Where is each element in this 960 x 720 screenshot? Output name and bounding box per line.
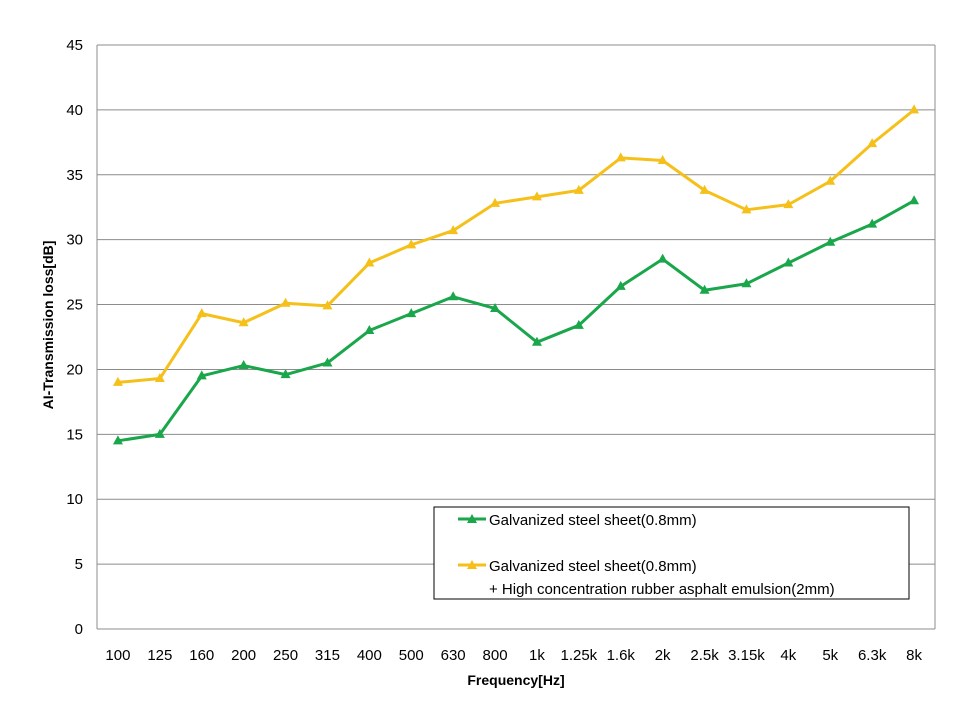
data-point-marker xyxy=(531,336,542,346)
x-tick-label: 800 xyxy=(483,647,508,664)
data-point-marker xyxy=(573,319,584,329)
x-tick-label: 8k xyxy=(906,647,922,664)
data-point-marker xyxy=(364,257,375,267)
legend-label-line2: + High concentration rubber asphalt emul… xyxy=(489,581,835,598)
data-point-marker xyxy=(364,325,375,335)
x-tick-label: 1k xyxy=(529,647,545,664)
data-point-marker xyxy=(783,257,794,267)
data-point-marker xyxy=(531,191,542,201)
data-point-marker xyxy=(280,297,291,307)
y-tick-label: 5 xyxy=(75,556,83,573)
data-point-marker xyxy=(657,155,668,165)
data-point-marker xyxy=(699,184,710,194)
x-tick-label: 160 xyxy=(189,647,214,664)
legend: Galvanized steel sheet(0.8mm) Galvanized… xyxy=(433,506,910,600)
data-point-marker xyxy=(657,253,668,263)
data-point-marker xyxy=(573,184,584,194)
x-tick-label: 1.6k xyxy=(607,647,636,664)
data-point-marker xyxy=(154,373,165,383)
series-lines xyxy=(112,104,920,445)
x-tick-label: 500 xyxy=(399,647,424,664)
data-point-marker xyxy=(783,199,794,209)
y-tick-labels: 0 5 10 15 20 25 30 35 40 45 xyxy=(66,37,83,638)
x-axis-label: Frequency[Hz] xyxy=(467,672,564,688)
legend-item-2: Galvanized steel sheet(0.8mm) + High con… xyxy=(458,558,835,598)
data-point-marker xyxy=(322,300,333,310)
x-tick-label: 630 xyxy=(441,647,466,664)
x-tick-label: 2.5k xyxy=(690,647,719,664)
data-point-marker xyxy=(615,152,626,162)
y-tick-label: 10 xyxy=(66,491,83,508)
x-tick-label: 125 xyxy=(147,647,172,664)
y-tick-label: 40 xyxy=(66,102,83,119)
data-point-marker xyxy=(112,376,123,386)
series-1 xyxy=(112,195,920,445)
x-tick-label: 200 xyxy=(231,647,256,664)
data-point-marker xyxy=(196,308,207,318)
legend-swatch-marker xyxy=(467,560,477,569)
data-point-marker xyxy=(406,239,417,249)
data-point-marker xyxy=(867,138,878,148)
x-tick-labels: 100 125 160 200 250 315 400 500 630 800 1k 1.25k 1.6… xyxy=(105,647,922,664)
data-point-marker xyxy=(448,225,459,235)
legend-swatch-marker xyxy=(467,514,477,523)
gridlines xyxy=(96,44,936,630)
x-tick-label: 100 xyxy=(105,647,130,664)
legend-box xyxy=(433,506,910,600)
data-point-marker xyxy=(490,302,501,312)
x-tick-label: 2k xyxy=(655,647,671,664)
data-point-marker xyxy=(825,175,836,185)
data-point-marker xyxy=(238,360,249,370)
legend-label: Galvanized steel sheet(0.8mm) xyxy=(489,558,697,575)
y-axis-label: AI-Transmission loss[dB] xyxy=(40,241,56,410)
y-tick-label: 35 xyxy=(66,167,83,184)
data-point-marker xyxy=(699,284,710,294)
data-point-marker xyxy=(154,428,165,438)
data-point-marker xyxy=(909,104,920,114)
data-point-marker xyxy=(238,317,249,327)
x-tick-label: 400 xyxy=(357,647,382,664)
series-line xyxy=(117,108,915,384)
data-point-marker xyxy=(615,280,626,290)
data-point-marker xyxy=(112,435,123,445)
series-2 xyxy=(112,104,920,386)
data-point-marker xyxy=(490,197,501,207)
x-tick-label: 6.3k xyxy=(858,647,887,664)
data-point-marker xyxy=(741,204,752,214)
data-point-marker xyxy=(825,236,836,246)
x-tick-label: 3.15k xyxy=(728,647,765,664)
x-tick-label: 315 xyxy=(315,647,340,664)
y-tick-label: 45 xyxy=(66,37,83,54)
data-point-marker xyxy=(448,291,459,301)
legend-label: Galvanized steel sheet(0.8mm) xyxy=(489,512,697,529)
data-point-marker xyxy=(741,278,752,288)
data-point-marker xyxy=(867,218,878,228)
x-tick-label: 5k xyxy=(822,647,838,664)
data-point-marker xyxy=(322,357,333,367)
data-point-marker xyxy=(196,370,207,380)
x-tick-label: 4k xyxy=(780,647,796,664)
data-point-marker xyxy=(406,308,417,318)
x-tick-label: 1.25k xyxy=(560,647,597,664)
y-tick-label: 30 xyxy=(66,232,83,249)
y-tick-label: 25 xyxy=(66,297,83,314)
y-tick-label: 0 xyxy=(75,621,83,638)
y-tick-label: 15 xyxy=(66,426,83,443)
data-point-marker xyxy=(909,195,920,205)
series-line xyxy=(117,199,915,443)
x-tick-label: 250 xyxy=(273,647,298,664)
y-tick-label: 20 xyxy=(66,361,83,378)
data-point-marker xyxy=(280,369,291,379)
legend-item-1: Galvanized steel sheet(0.8mm) xyxy=(458,512,697,529)
